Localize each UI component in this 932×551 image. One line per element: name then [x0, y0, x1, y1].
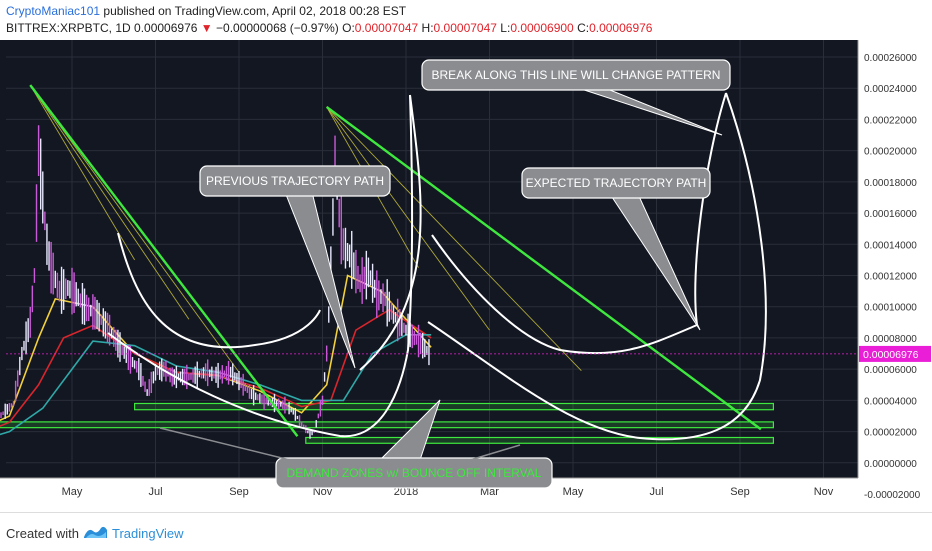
- price-chart[interactable]: 0.00026000 0.00024000 0.00022000 0.00020000…: [0, 40, 932, 512]
- footer: Created with TradingView: [0, 512, 932, 551]
- y-tick-label: 0.00004000: [864, 396, 917, 407]
- x-tick-label: Sep: [229, 486, 249, 498]
- price-axis-panel: [858, 40, 932, 512]
- low-value: 0.00006900: [510, 21, 574, 35]
- open-label: O:: [342, 21, 355, 35]
- demand-zone: [0, 421, 774, 429]
- fan-line: [29, 84, 136, 261]
- price-candles: [0, 125, 430, 439]
- y-tick-label: 0.00018000: [864, 178, 917, 189]
- tradingview-logo-icon: [84, 526, 107, 538]
- x-tick-label: Sep: [730, 486, 750, 498]
- y-tick-label: 0.00006000: [864, 365, 917, 376]
- y-tick-label: 0.00020000: [864, 147, 917, 158]
- fan-line: [326, 106, 490, 331]
- open-value: 0.00007047: [354, 21, 419, 35]
- green-trend-line: [325, 105, 762, 431]
- y-tick-label: 0.00016000: [864, 209, 917, 220]
- y-tick-label: 0.00002000: [864, 428, 917, 439]
- x-tick-label: May: [62, 486, 83, 498]
- previous-trajectory-callout-text: PREVIOUS TRAJECTORY PATH: [206, 174, 384, 188]
- low-label: L:: [500, 21, 511, 35]
- high-label: H:: [421, 21, 434, 35]
- expected-trajectory-callout: EXPECTED TRAJECTORY PATH: [521, 167, 711, 331]
- last-price: 0.00006976: [134, 21, 198, 35]
- tradingview-brand[interactable]: TradingView: [112, 526, 184, 541]
- published-text: published on TradingView.com, April 02, …: [103, 4, 407, 18]
- break-line-callout-box: [421, 59, 731, 91]
- expected-trajectory-callout-box: [521, 167, 711, 199]
- x-tick-label: Nov: [814, 486, 834, 498]
- y-tick-label: 0.00010000: [864, 303, 917, 314]
- fan-line: [29, 84, 190, 320]
- author-link[interactable]: CryptoManiac101: [6, 4, 101, 18]
- y-tick-label: 0.00022000: [864, 115, 917, 126]
- chart-header: CryptoManiac101 published on TradingView…: [0, 0, 932, 40]
- y-tick-label: 0.00008000: [864, 334, 917, 345]
- previous-trajectory-callout: PREVIOUS TRAJECTORY PATH: [199, 165, 391, 369]
- fan-line: [326, 106, 582, 372]
- demand-zones-callout: DEMAND ZONES w/ BOUNCE OFF INTERVAL: [275, 399, 553, 489]
- expected-trajectory-callout-text: EXPECTED TRAJECTORY PATH: [526, 176, 707, 190]
- x-tick-label: Nov: [313, 486, 333, 498]
- x-tick-label: May: [563, 486, 584, 498]
- demand-zone: [134, 402, 775, 411]
- x-tick-label: Mar: [480, 486, 499, 498]
- expected-trajectory-inner: [694, 92, 727, 326]
- publish-line: CryptoManiac101 published on TradingView…: [6, 4, 406, 18]
- break-line-callout-text: BREAK ALONG THIS LINE WILL CHANGE PATTER…: [432, 68, 721, 82]
- high-value: 0.00007047: [433, 21, 497, 35]
- y-tick-label: 0.00000000: [864, 459, 917, 470]
- current-price-tag: [859, 345, 931, 362]
- symbol-label: BITTREX:XRPBTC, 1D: [6, 21, 131, 35]
- y-tick-label: 0.00024000: [864, 84, 917, 95]
- green-trend-line: [29, 84, 299, 437]
- x-tick-label: Jul: [649, 486, 663, 498]
- close-label: C:: [577, 21, 590, 35]
- previous-trajectory-lower: [107, 94, 413, 438]
- expected-trajectory-upper: [431, 234, 698, 355]
- demand-zones-callout-box: [275, 457, 553, 489]
- demand-zone-pointer: [159, 427, 291, 461]
- previous-trajectory-upper: [117, 232, 321, 349]
- expected-trajectory-lower: [427, 92, 767, 441]
- y-tick-label: -0.00002000: [864, 490, 921, 501]
- down-arrow-icon: ▼: [200, 21, 213, 35]
- created-with-text: Created with: [6, 526, 79, 541]
- demand-zone: [305, 436, 774, 444]
- close-value: 0.00006976: [589, 21, 653, 35]
- demand-zones-callout-text: DEMAND ZONES w/ BOUNCE OFF INTERVAL: [287, 466, 542, 480]
- y-tick-label: 0.00014000: [864, 240, 917, 251]
- previous-trajectory-right: [359, 94, 422, 371]
- chart-area[interactable]: 0.00026000 0.00024000 0.00022000 0.00020000…: [0, 40, 932, 512]
- fan-line: [29, 84, 240, 373]
- current-price-label: 0.00006976: [863, 349, 919, 361]
- y-tick-label: 0.00012000: [864, 272, 917, 283]
- x-tick-label: Jul: [148, 486, 162, 498]
- x-tick-label: 2018: [394, 486, 418, 498]
- price-change: −0.00000068 (−0.97%): [216, 21, 339, 35]
- previous-trajectory-callout-box: [199, 165, 391, 197]
- y-tick-label: 0.00026000: [864, 53, 917, 64]
- demand-zone-pointer: [469, 444, 521, 461]
- ohlc-line: BITTREX:XRPBTC, 1D 0.00006976 ▼ −0.00000…: [6, 21, 652, 35]
- plot-background: [0, 40, 858, 478]
- break-line-callout: BREAK ALONG THIS LINE WILL CHANGE PATTER…: [421, 59, 731, 136]
